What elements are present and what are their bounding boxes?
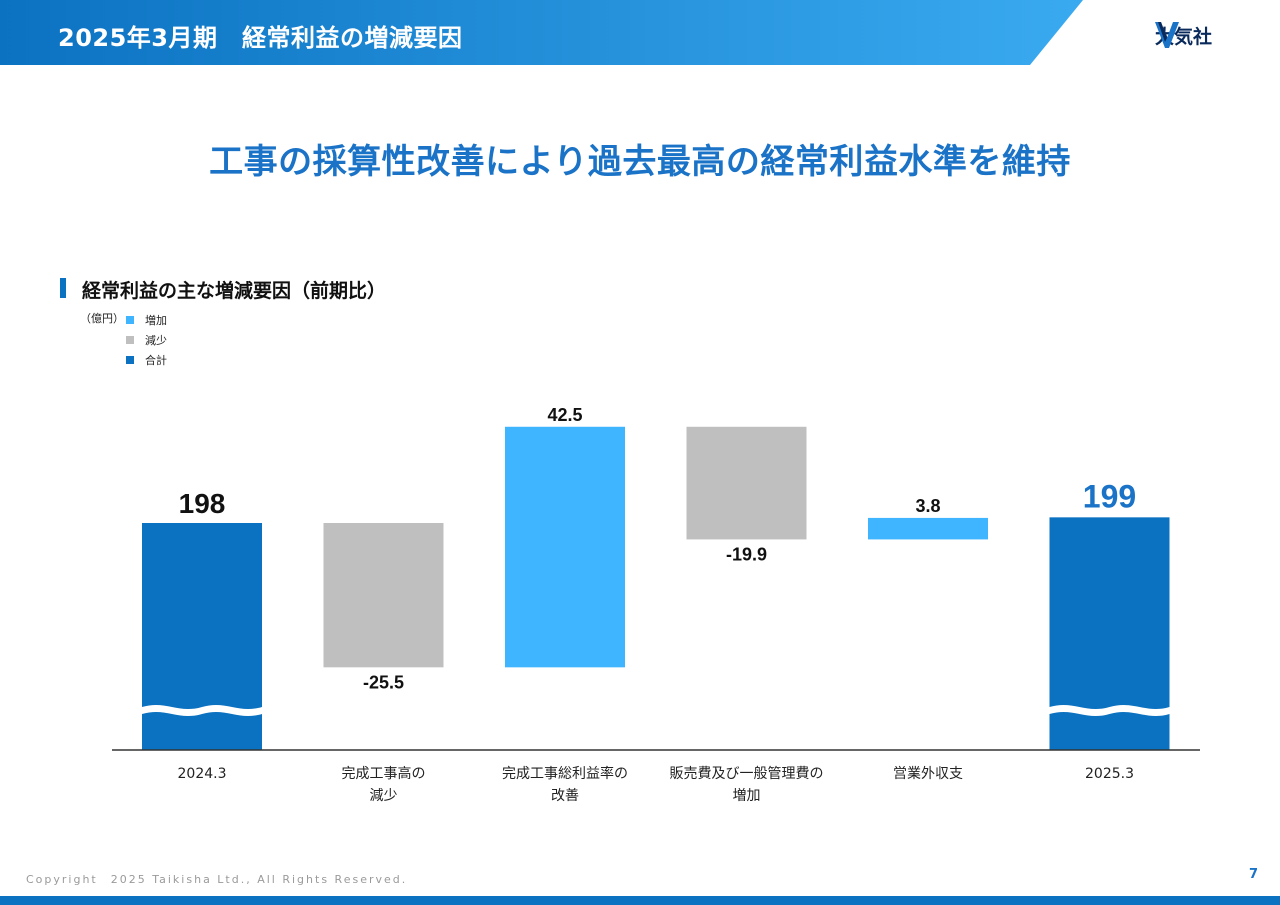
category-label: 完成工事高の xyxy=(342,765,426,782)
copyright-text: Copyright 2025 Taikisha Ltd., All Rights… xyxy=(26,873,408,886)
legend-item-decrease: 減少 xyxy=(126,330,167,350)
bar-total xyxy=(142,523,262,750)
category-label: 営業外収支 xyxy=(893,766,963,782)
page-header-title: 2025年3月期 経常利益の増減要因 xyxy=(58,24,463,52)
page-number: 7 xyxy=(1249,867,1259,882)
legend-label-decrease: 減少 xyxy=(145,334,167,347)
legend-swatch-decrease xyxy=(126,336,134,344)
category-label: 改善 xyxy=(551,788,579,804)
section-marker xyxy=(60,278,66,298)
data-label: -25.5 xyxy=(363,672,404,692)
legend-item-increase: 増加 xyxy=(126,310,167,330)
taikisha-logo-icon xyxy=(1155,22,1179,48)
bar-decrease xyxy=(323,523,444,668)
unit-label: （億円） xyxy=(80,312,124,325)
legend-swatch-total xyxy=(126,356,134,364)
category-label: 2024.3 xyxy=(178,766,227,782)
category-label: 減少 xyxy=(370,787,398,804)
headline: 工事の採算性改善により過去最高の経常利益水準を維持 xyxy=(209,142,1071,182)
category-label: 増加 xyxy=(733,788,761,804)
axis-break xyxy=(1049,704,1170,717)
header-band: 2025年3月期 経常利益の増減要因 大気社 xyxy=(0,0,1280,65)
bar-increase xyxy=(505,426,625,668)
bar-decrease xyxy=(686,426,807,540)
section-title: 経常利益の主な増減要因（前期比） xyxy=(82,280,387,302)
chart-legend: 増加 減少 合計 xyxy=(126,310,167,370)
axis-break xyxy=(142,704,262,717)
data-label: 42.5 xyxy=(547,405,582,425)
bar-increase xyxy=(868,517,988,540)
category-label: 完成工事総利益率の xyxy=(502,765,628,782)
data-label: -19.9 xyxy=(726,544,767,564)
category-label: 2025.3 xyxy=(1085,766,1134,782)
category-label: 販売費及び一般管理費の xyxy=(670,766,824,782)
data-label: 3.8 xyxy=(915,496,940,516)
header-background xyxy=(0,0,1083,65)
company-logo: 大気社 xyxy=(1154,20,1212,50)
legend-label-total: 合計 xyxy=(145,354,167,367)
legend-swatch-increase xyxy=(126,316,134,324)
legend-item-total: 合計 xyxy=(126,350,167,370)
data-label: 198 xyxy=(179,488,226,519)
footer-bar xyxy=(0,896,1280,905)
data-label: 199 xyxy=(1083,478,1136,514)
legend-label-increase: 増加 xyxy=(145,314,167,327)
